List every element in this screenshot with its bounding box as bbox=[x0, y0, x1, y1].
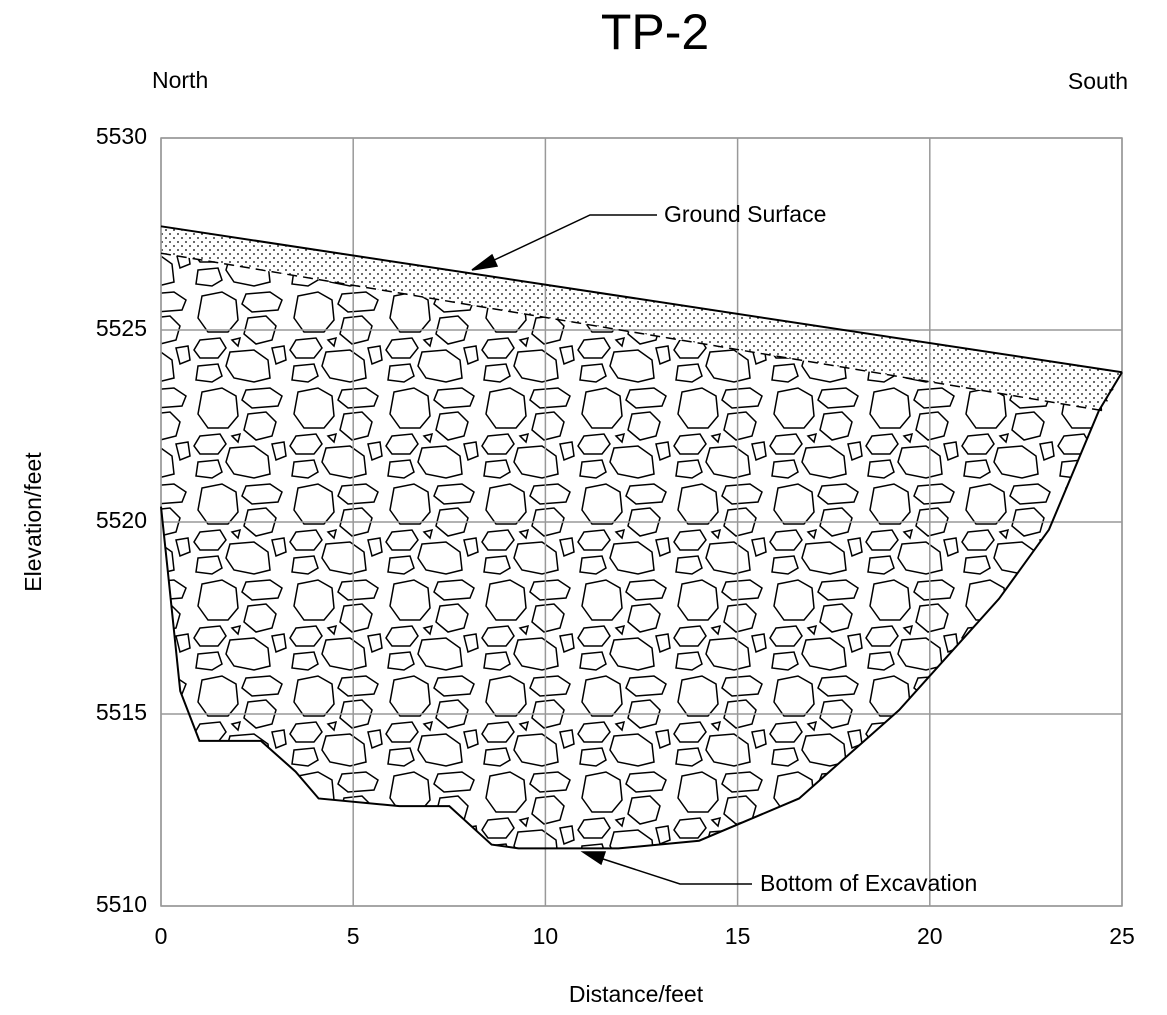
annotation: Ground Surface bbox=[664, 201, 826, 227]
y-tick-label: 5525 bbox=[96, 315, 147, 341]
x-tick-label: 5 bbox=[347, 923, 360, 949]
direction-label: North bbox=[152, 67, 208, 93]
y-tick-label: 5520 bbox=[96, 507, 147, 533]
x-tick-label: 15 bbox=[725, 923, 751, 949]
cobble-fill bbox=[161, 253, 1122, 848]
x-axis-label: Distance/feet bbox=[569, 981, 704, 1007]
y-axis-label: Elevation/feet bbox=[20, 452, 46, 592]
x-tick-label: 10 bbox=[533, 923, 559, 949]
annotation: Bottom of Excavation bbox=[760, 870, 977, 896]
chart: TP-2 North South Distance/feet Elevation… bbox=[0, 0, 1167, 1015]
y-tick-label: 5515 bbox=[96, 699, 147, 725]
x-tick-label: 25 bbox=[1109, 923, 1135, 949]
y-tick-label: 5510 bbox=[96, 891, 147, 917]
direction-label: South bbox=[1068, 68, 1128, 94]
y-tick-label: 5530 bbox=[96, 123, 147, 149]
x-tick-label: 20 bbox=[917, 923, 943, 949]
chart-title: TP-2 bbox=[601, 4, 709, 60]
x-tick-label: 0 bbox=[155, 923, 168, 949]
